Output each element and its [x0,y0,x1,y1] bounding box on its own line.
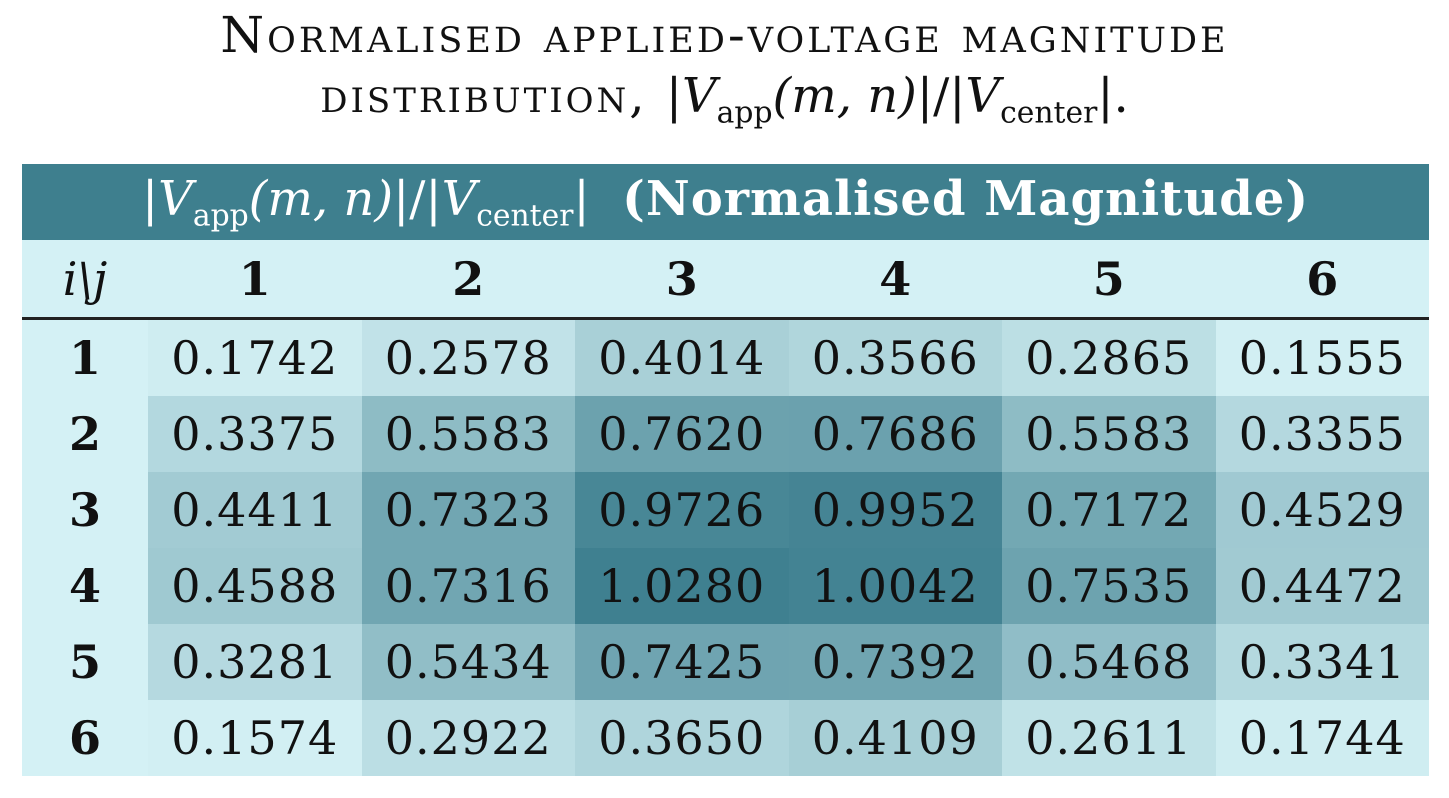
row-header: 3 [22,472,148,548]
table-title-sep: |/| [393,170,442,227]
table-row: 1 0.1742 0.2578 0.4014 0.3566 0.2865 0.1… [22,318,1430,396]
table-title-v2: V [441,170,477,227]
column-header: 2 [361,240,575,320]
table-title-formula: |Vapp(m, n)|/|Vcenter| [141,170,590,234]
table-cell: 0.2922 [361,700,575,776]
column-header: 4 [788,240,1002,320]
table-cell: 0.7392 [788,624,1002,700]
table-cell: 0.2578 [361,318,575,396]
row-header: 5 [22,624,148,700]
table-cell: 0.2865 [1002,318,1216,396]
table-cell: 0.3566 [788,318,1002,396]
table-cell: 0.1744 [1215,700,1430,776]
table-cell: 0.4109 [788,700,1002,776]
table-row: 3 0.4411 0.7323 0.9726 0.9952 0.7172 0.4… [22,472,1430,548]
table-cell: 0.7620 [575,396,789,472]
table-row: 6 0.1574 0.2922 0.3650 0.4109 0.2611 0.1… [22,700,1430,776]
table-cell: 0.5583 [1002,396,1216,472]
column-header: 6 [1215,240,1430,320]
table-title-row: |Vapp(m, n)|/|Vcenter| (Normalised Magni… [22,164,1430,240]
caption-line-1: Normalised applied-voltage magnitude [220,6,1229,64]
table-cell: 0.5468 [1002,624,1216,700]
table-cell: 0.5583 [361,396,575,472]
table-cell: 0.4472 [1215,548,1430,624]
column-header-row: i\j 1 2 3 4 5 6 [22,240,1430,320]
table-cell: 0.4529 [1215,472,1430,548]
table-cell: 0.1574 [148,700,362,776]
table-cell: 1.0280 [575,548,789,624]
column-header: 3 [575,240,789,320]
table-caption: Normalised applied-voltage magnitude dis… [0,0,1449,128]
table-cell: 0.1555 [1215,318,1430,396]
table-title-args: (m, n) [248,170,394,227]
caption-formula: |Vapp(m, n)|/|Vcenter|. [665,68,1129,131]
voltage-table-wrapper: |Vapp(m, n)|/|Vcenter| (Normalised Magni… [22,164,1430,776]
table-cell: 0.3355 [1215,396,1430,472]
table-cell: 0.4411 [148,472,362,548]
table-cell: 0.7535 [1002,548,1216,624]
voltage-table: |Vapp(m, n)|/|Vcenter| (Normalised Magni… [22,164,1430,776]
table-title-v: V [158,170,193,227]
table-cell: 0.7686 [788,396,1002,472]
caption-formula-end: |. [1097,68,1129,124]
caption-formula-args: (m, n) [772,68,917,124]
table-cell: 0.1742 [148,318,362,396]
table-cell: 0.7425 [575,624,789,700]
row-header: 6 [22,700,148,776]
caption-formula-sep: |/| [916,68,966,124]
table-cell: 0.3375 [148,396,362,472]
column-header: 1 [148,240,362,320]
caption-formula-v: V [682,68,717,124]
caption-formula-v2: V [965,68,1001,124]
table-cell: 0.7323 [361,472,575,548]
corner-header: i\j [22,240,148,320]
row-header: 2 [22,396,148,472]
table-row: 4 0.4588 0.7316 1.0280 1.0042 0.7535 0.4… [22,548,1430,624]
table-title: |Vapp(m, n)|/|Vcenter| (Normalised Magni… [22,164,1430,240]
table-cell: 0.7172 [1002,472,1216,548]
table-cell: 0.3650 [575,700,789,776]
table-cell: 1.0042 [788,548,1002,624]
table-title-text: (Normalised Magnitude) [622,170,1310,227]
table-cell: 0.4588 [148,548,362,624]
caption-line-2: distribution, |Vapp(m, n)|/|Vcenter|. [0,72,1449,128]
table-cell: 0.5434 [361,624,575,700]
caption-formula-sub-app: app [716,95,773,131]
column-header: 5 [1002,240,1216,320]
row-header: 1 [22,318,148,396]
table-cell: 0.3281 [148,624,362,700]
table-cell: 0.3341 [1215,624,1430,700]
caption-formula-sub-center: center [1000,95,1098,131]
table-title-sub-center: center [476,198,574,234]
table-cell: 0.7316 [361,548,575,624]
table-cell: 0.9726 [575,472,789,548]
table-cell: 0.9952 [788,472,1002,548]
table-row: 5 0.3281 0.5434 0.7425 0.7392 0.5468 0.3… [22,624,1430,700]
table-cell: 0.2611 [1002,700,1216,776]
table-cell: 0.4014 [575,318,789,396]
caption-word: distribution, [320,68,648,124]
table-title-sub-app: app [192,198,249,234]
row-header: 4 [22,548,148,624]
table-row: 2 0.3375 0.5583 0.7620 0.7686 0.5583 0.3… [22,396,1430,472]
